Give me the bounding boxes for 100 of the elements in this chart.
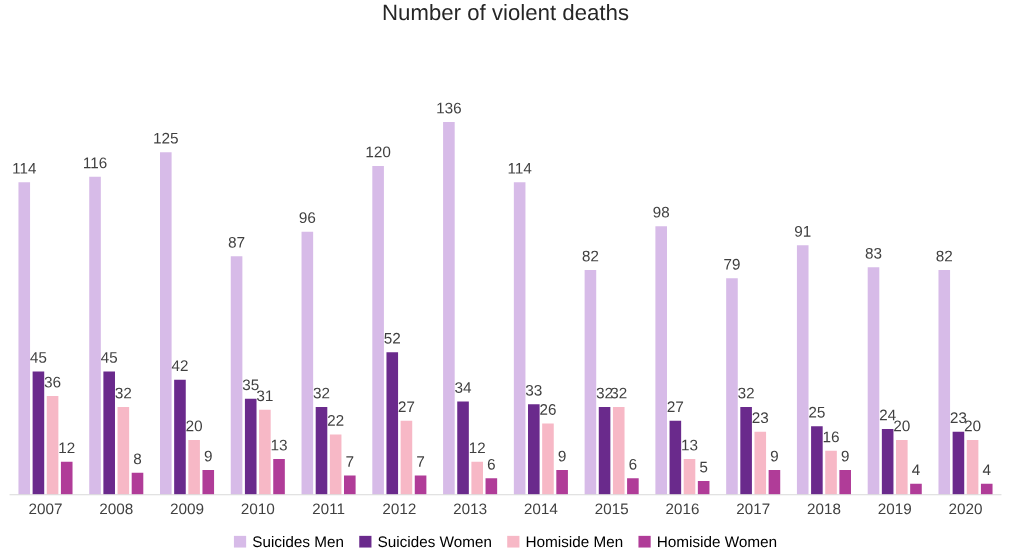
bar xyxy=(315,407,328,495)
legend-label: Suicides Men xyxy=(252,535,343,548)
data-label: 98 xyxy=(653,206,670,218)
data-label: 83 xyxy=(865,247,882,259)
data-label: 32 xyxy=(738,387,754,399)
data-label: 20 xyxy=(186,420,203,432)
data-label: 82 xyxy=(936,250,952,262)
chart-title: Number of violent deaths xyxy=(383,3,629,21)
bar xyxy=(443,122,455,495)
data-label: 4 xyxy=(912,464,920,476)
data-label: 22 xyxy=(327,415,344,426)
x-tick-label: 2016 xyxy=(666,503,699,515)
x-tick-label: 2020 xyxy=(949,503,982,515)
bar xyxy=(471,461,483,495)
bar xyxy=(103,371,115,495)
data-label: 120 xyxy=(366,146,391,158)
data-label: 20 xyxy=(894,420,910,432)
data-label: 26 xyxy=(540,404,556,415)
bar xyxy=(386,352,399,495)
bar xyxy=(188,439,200,495)
data-label: 79 xyxy=(724,258,740,270)
bar xyxy=(683,459,696,495)
bar xyxy=(244,398,257,495)
bar xyxy=(697,481,710,495)
data-label: 45 xyxy=(101,352,118,363)
bar xyxy=(46,396,59,495)
bar xyxy=(131,472,144,495)
bar xyxy=(768,470,781,495)
data-label: 91 xyxy=(794,225,811,237)
data-label: 96 xyxy=(299,212,316,224)
bar xyxy=(513,182,526,495)
data-label: 13 xyxy=(271,439,287,451)
bar xyxy=(117,407,130,495)
bar xyxy=(259,409,271,495)
data-label: 32 xyxy=(610,387,627,399)
x-tick-label: 2009 xyxy=(170,503,204,515)
bar xyxy=(174,379,186,495)
x-tick-label: 2007 xyxy=(29,503,62,515)
bar xyxy=(542,423,554,495)
data-label: 125 xyxy=(154,132,178,144)
data-label: 8 xyxy=(133,453,142,465)
data-label: 25 xyxy=(809,406,825,418)
bar xyxy=(230,256,243,495)
bar xyxy=(825,450,837,495)
x-tick-label: 2008 xyxy=(100,503,133,515)
data-label: 116 xyxy=(84,157,107,169)
bar xyxy=(160,152,172,495)
bar xyxy=(627,478,639,495)
bar xyxy=(202,470,215,495)
data-label: 20 xyxy=(964,420,981,432)
data-label: 52 xyxy=(384,332,400,344)
bar xyxy=(32,371,45,495)
bar xyxy=(457,401,469,495)
data-label: 13 xyxy=(682,439,698,451)
data-label: 6 xyxy=(629,458,637,470)
data-label: 9 xyxy=(841,450,849,462)
bar xyxy=(896,439,908,495)
x-tick-label: 2010 xyxy=(241,503,275,515)
bar xyxy=(329,434,342,495)
x-tick-label: 2018 xyxy=(807,503,841,515)
data-label: 33 xyxy=(525,384,542,396)
bar xyxy=(655,226,667,495)
data-label: 23 xyxy=(752,412,769,424)
data-label: 12 xyxy=(59,442,75,454)
data-label: 6 xyxy=(487,458,495,470)
bar xyxy=(740,407,752,495)
bar xyxy=(400,420,413,495)
data-label: 87 xyxy=(228,236,245,248)
x-tick-label: 2017 xyxy=(736,503,770,515)
bar xyxy=(796,245,809,495)
legend-label: Homiside Men xyxy=(526,535,623,548)
data-label: 9 xyxy=(204,450,212,462)
data-label: 136 xyxy=(437,102,461,114)
bar xyxy=(839,470,851,495)
bar xyxy=(938,270,951,495)
data-label: 27 xyxy=(398,401,415,412)
bar xyxy=(301,231,314,495)
bar xyxy=(485,478,498,495)
data-label: 31 xyxy=(256,390,273,402)
bar xyxy=(344,475,356,495)
bar xyxy=(528,404,540,495)
data-label: 24 xyxy=(879,409,896,421)
data-label: 114 xyxy=(13,163,36,174)
bar xyxy=(726,278,738,495)
bar xyxy=(598,407,611,495)
data-label: 42 xyxy=(171,360,188,371)
bar xyxy=(556,470,568,495)
bar xyxy=(811,426,823,495)
data-label: 35 xyxy=(242,379,259,391)
bar xyxy=(980,483,993,495)
data-label: 4 xyxy=(982,464,991,476)
x-tick-label: 2012 xyxy=(383,503,416,515)
data-label: 36 xyxy=(44,376,61,388)
x-tick-label: 2015 xyxy=(595,503,629,515)
data-label: 7 xyxy=(346,456,354,467)
legend-label: Homiside Women xyxy=(658,535,777,548)
data-label: 32 xyxy=(313,387,330,399)
x-tick-label: 2019 xyxy=(878,503,912,515)
bar xyxy=(612,407,625,495)
bar xyxy=(89,176,101,495)
